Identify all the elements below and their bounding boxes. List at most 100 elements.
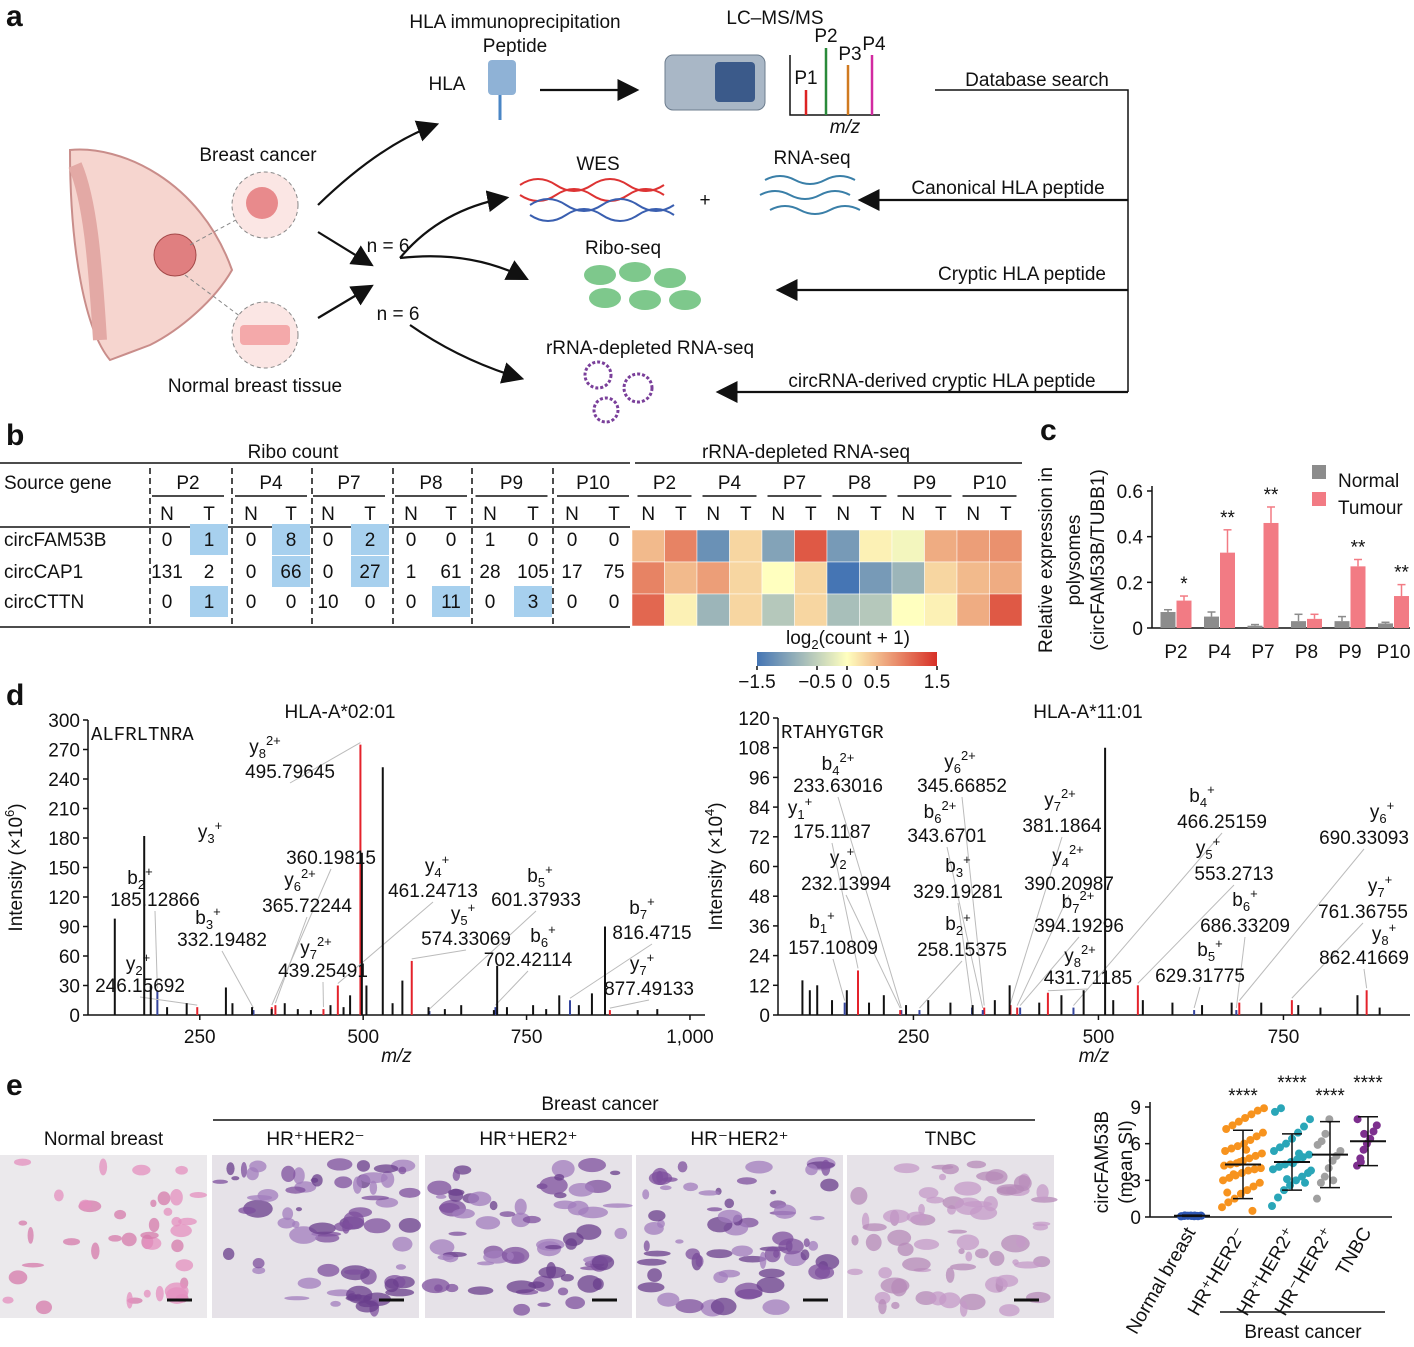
heatmap-cell bbox=[664, 561, 698, 595]
point bbox=[1276, 1143, 1284, 1152]
connector bbox=[1137, 884, 1235, 984]
tissue bbox=[734, 1282, 763, 1300]
ion-label: y72+ bbox=[300, 934, 332, 962]
ion-label: b6+ bbox=[1232, 886, 1257, 914]
ion-label: y42+ bbox=[1052, 842, 1084, 870]
condition-label: N bbox=[641, 504, 655, 525]
ion-label-part: b bbox=[1189, 786, 1200, 807]
tissue bbox=[882, 1209, 910, 1224]
ribosome-illustration bbox=[584, 262, 701, 310]
heatmap-cell bbox=[859, 561, 893, 595]
tissue bbox=[437, 1254, 454, 1261]
heatmap-cell bbox=[891, 529, 925, 563]
connector bbox=[832, 958, 846, 1001]
arrow bbox=[399, 255, 529, 280]
point bbox=[1277, 1104, 1285, 1113]
tissue bbox=[53, 1189, 64, 1202]
tissue bbox=[108, 1234, 122, 1242]
connector bbox=[919, 960, 963, 1009]
tissue bbox=[637, 1282, 665, 1293]
y-tick-label: 0.2 bbox=[1117, 573, 1143, 594]
tissue bbox=[170, 1224, 192, 1238]
mz-label: 258.15375 bbox=[917, 940, 1007, 961]
connector bbox=[609, 999, 650, 1009]
mz-label: 431.71185 bbox=[1044, 968, 1132, 989]
ion-label-part: 1 bbox=[820, 921, 827, 936]
y-tick-label: 24 bbox=[749, 947, 771, 968]
y-tick-label: 84 bbox=[749, 798, 771, 819]
label: Peptide bbox=[483, 36, 547, 57]
tissue bbox=[489, 1200, 498, 1211]
arrow bbox=[399, 190, 510, 259]
y-axis-label: (mean SI) bbox=[1116, 1120, 1137, 1203]
colorbar-label-part: log bbox=[786, 628, 811, 649]
tissue bbox=[695, 1255, 704, 1268]
tissue bbox=[762, 1299, 790, 1315]
ion-label: b7+ bbox=[629, 894, 654, 922]
arrow bbox=[317, 231, 374, 267]
bar bbox=[1291, 621, 1306, 628]
tissue bbox=[384, 1278, 399, 1293]
point bbox=[1245, 1154, 1254, 1163]
heatmap-cell bbox=[631, 529, 665, 563]
point bbox=[1270, 1147, 1278, 1155]
count: 10 bbox=[317, 592, 338, 613]
tissue bbox=[989, 1250, 1005, 1266]
tissue bbox=[683, 1182, 699, 1192]
tissue bbox=[427, 1180, 452, 1196]
mz-label: 343.6701 bbox=[907, 826, 986, 847]
label: P1 bbox=[794, 68, 817, 89]
y-tick-label: 210 bbox=[48, 800, 80, 821]
mz-label: 761.36755 bbox=[1318, 902, 1408, 923]
heatmap-cell bbox=[989, 529, 1023, 563]
ion-label: b72+ bbox=[1062, 888, 1095, 916]
tissue bbox=[452, 1208, 475, 1219]
ion-label-part: b bbox=[195, 908, 206, 929]
ion-label-part: 2+ bbox=[301, 866, 316, 881]
y-tick-label: 60 bbox=[59, 947, 80, 968]
ion-label: b42+ bbox=[822, 750, 855, 778]
point bbox=[1360, 1129, 1369, 1138]
heatmap-cell bbox=[729, 529, 763, 563]
ion-label-part: 2 bbox=[956, 923, 963, 938]
y-axis-label: (circFAM53B/TUBB1) bbox=[1088, 469, 1109, 651]
point bbox=[1298, 1172, 1306, 1181]
highlight bbox=[432, 586, 470, 617]
ion-label-part: b bbox=[809, 912, 820, 933]
ion-label: y8+ bbox=[1372, 920, 1396, 948]
ion-label: y2+ bbox=[126, 950, 150, 978]
condition-label: T bbox=[285, 504, 297, 525]
label: WES bbox=[576, 154, 619, 175]
significance: **** bbox=[1277, 1073, 1307, 1094]
tissue bbox=[333, 1221, 354, 1232]
tissue bbox=[602, 1203, 633, 1208]
tissue bbox=[513, 1303, 531, 1316]
mz-label: 495.79645 bbox=[245, 762, 335, 783]
y-tick-label: 30 bbox=[59, 977, 80, 998]
group-label: Breast cancer bbox=[1244, 1322, 1362, 1343]
y-tick-label: 36 bbox=[749, 917, 770, 938]
condition-label: N bbox=[321, 504, 335, 525]
ion-label-part: 2 bbox=[138, 877, 145, 892]
patient-label: P4 bbox=[259, 473, 283, 494]
tissue bbox=[643, 1240, 650, 1252]
highlight bbox=[272, 556, 310, 587]
tissue bbox=[91, 1242, 100, 1260]
tissue bbox=[240, 1161, 247, 1178]
heatmap-cell bbox=[956, 561, 990, 595]
ion-label-part: b bbox=[1062, 892, 1073, 913]
count: 27 bbox=[359, 562, 380, 583]
ion-label-part: 6 bbox=[1243, 899, 1250, 914]
point bbox=[1271, 1107, 1279, 1116]
tissue bbox=[345, 1294, 373, 1302]
y-tick-label: 120 bbox=[738, 709, 770, 730]
y-tick-label: 0.4 bbox=[1117, 528, 1144, 549]
ion-label: b1+ bbox=[809, 908, 834, 936]
cells bbox=[246, 187, 278, 219]
tissue bbox=[758, 1268, 785, 1279]
ion-label-part: 2+ bbox=[1081, 942, 1096, 957]
y-tick-label: 3 bbox=[1130, 1171, 1141, 1192]
tissue bbox=[576, 1224, 602, 1240]
tissue bbox=[282, 1207, 294, 1221]
ion-label-part: y bbox=[1052, 846, 1062, 867]
